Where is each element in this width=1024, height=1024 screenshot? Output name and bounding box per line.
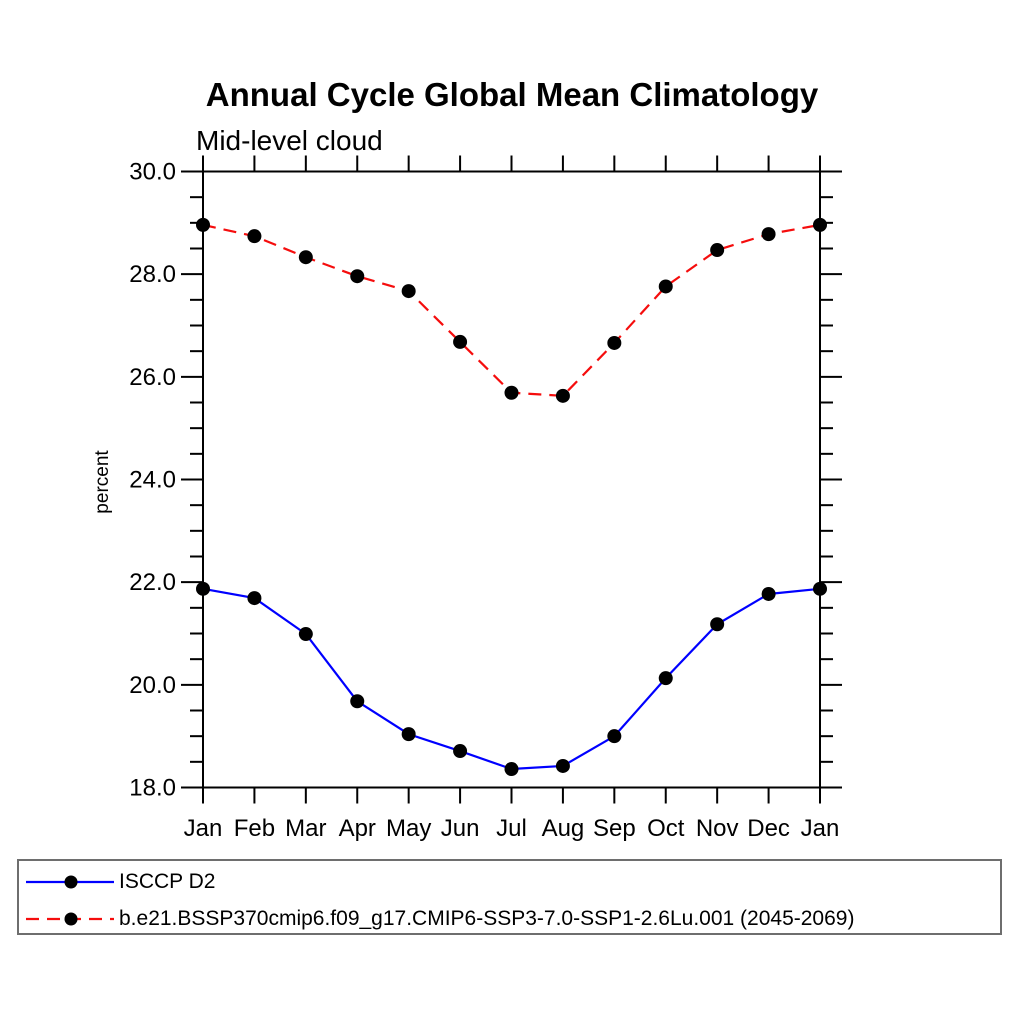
svg-text:Jan: Jan [801,815,840,842]
svg-text:Mar: Mar [285,815,326,842]
svg-text:Jun: Jun [441,815,480,842]
svg-text:24.0: 24.0 [129,467,176,494]
legend-box: ISCCP D2 b.e21.BSSP370cmip6.f09_g17.CMIP… [17,859,1002,935]
svg-text:28.0: 28.0 [129,261,176,288]
series-markers-0 [196,581,827,777]
svg-text:Oct: Oct [647,815,685,842]
y-axis-tick-labels: 18.0 20.0 22.0 24.0 26.0 28.0 30.0 [129,159,176,802]
series-line-1 [202,223,821,397]
chart-subtitle: Mid-level cloud [196,125,383,156]
svg-text:Sep: Sep [593,815,636,842]
svg-text:Jul: Jul [496,815,527,842]
series-line-0 [202,587,821,771]
svg-text:Jan: Jan [184,815,223,842]
svg-text:22.0: 22.0 [129,569,176,596]
plot-frame [202,170,821,789]
svg-text:Dec: Dec [747,815,790,842]
x-axis-ticks [202,155,821,804]
svg-text:26.0: 26.0 [129,364,176,391]
svg-text:Nov: Nov [696,815,739,842]
legend-line-sample-dashed [26,912,114,926]
legend-label: ISCCP D2 [119,870,216,893]
svg-text:20.0: 20.0 [129,672,176,699]
legend-entry-isccp: ISCCP D2 [23,868,215,896]
svg-text:May: May [386,815,431,842]
y-axis-ticks [181,170,842,789]
legend-line-sample-solid [26,875,114,889]
x-axis-tick-labels: Jan Feb Mar Apr May Jun Jul Aug Sep Oct Nov Dec Jan [184,815,840,842]
svg-text:Feb: Feb [234,815,275,842]
svg-text:Apr: Apr [339,815,376,842]
svg-text:Aug: Aug [542,815,585,842]
chart-title: Annual Cycle Global Mean Climatology [205,76,819,113]
svg-text:30.0: 30.0 [129,159,176,186]
legend-entry-model: b.e21.BSSP370cmip6.f09_g17.CMIP6-SSP3-7.… [23,905,854,933]
legend-label: b.e21.BSSP370cmip6.f09_g17.CMIP6-SSP3-7.… [119,907,855,930]
svg-text:18.0: 18.0 [129,775,176,802]
series-markers-1 [196,217,827,403]
